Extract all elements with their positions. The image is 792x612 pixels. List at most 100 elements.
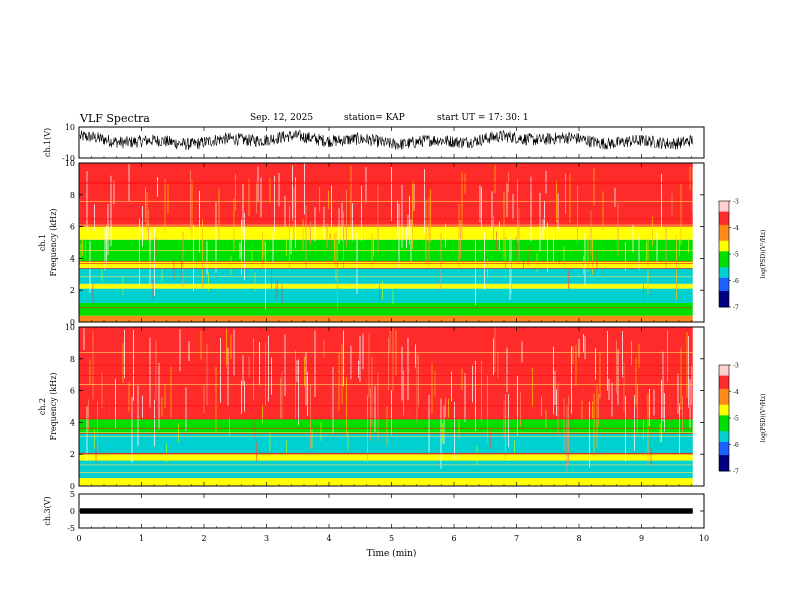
- ch1-streak: [481, 187, 482, 233]
- ch2-streak: [371, 356, 373, 426]
- ch2-streak: [280, 377, 281, 419]
- ch1-colorbar-cell: [719, 285, 729, 289]
- time-tick-label: 1: [139, 534, 144, 543]
- ch2-colorbar-cell: [719, 370, 729, 374]
- ch1-colorbar-tick-label: -4: [733, 225, 739, 232]
- ch2-streak: [242, 355, 244, 386]
- ch2-streak: [643, 419, 644, 440]
- ch2-streak: [679, 403, 680, 454]
- ch2-hline: [79, 418, 693, 420]
- ch2-streak: [310, 384, 311, 450]
- ch2-streak: [109, 397, 110, 417]
- ch2-streak: [680, 347, 682, 410]
- ch2-streak: [305, 351, 307, 406]
- ch2-streak: [101, 372, 103, 408]
- ch1-streak: [493, 215, 494, 240]
- ch2-hline: [79, 364, 693, 366]
- ch1-streak: [230, 255, 232, 275]
- ch2-colorbar-cell: [719, 378, 729, 382]
- ch1-streak: [553, 232, 554, 263]
- ch2-band-3: [79, 433, 693, 455]
- ch1-streak: [577, 185, 578, 244]
- ch1-streak: [272, 234, 274, 265]
- ch2-colorbar-cell: [719, 391, 729, 395]
- ch1-streak: [461, 172, 463, 240]
- ch2-freq-tick-label: 6: [70, 387, 75, 396]
- ch2-colorbar-cell: [719, 468, 729, 472]
- ch2-colorbar-cell: [719, 407, 729, 411]
- ch1-streak: [392, 284, 394, 304]
- ch1-streak: [499, 221, 500, 250]
- ch1-waveform-line: [79, 129, 693, 151]
- ch2-streak: [359, 336, 361, 382]
- ch1-streak: [430, 189, 431, 242]
- ch1-streak: [341, 202, 343, 241]
- ch2-streak: [595, 348, 596, 380]
- ch2-streak: [461, 368, 463, 390]
- ch1-streak: [632, 224, 634, 253]
- ch2-streak: [377, 372, 379, 442]
- time-tick-label: 6: [451, 534, 456, 543]
- ch1-streak: [563, 246, 565, 266]
- ch1-streak: [152, 280, 154, 300]
- ch2-streak: [254, 419, 256, 439]
- ch1-band-7: [79, 226, 693, 240]
- ch1-streak: [331, 185, 332, 227]
- ch2-streak: [554, 371, 556, 406]
- ch1-streak: [335, 231, 337, 282]
- ch1-streak: [305, 205, 307, 268]
- ch2-streak: [206, 343, 208, 407]
- ch2-colorbar-cell: [719, 444, 729, 448]
- ch2-streak: [521, 341, 523, 363]
- ch2-hline: [79, 435, 693, 437]
- ch1-streak: [539, 192, 541, 252]
- ch2-streak: [200, 330, 202, 360]
- ch2-streak: [505, 394, 506, 460]
- ch1-streak: [676, 235, 677, 300]
- ch2-streak: [346, 377, 347, 436]
- ch1-hline: [79, 276, 693, 278]
- ch2-colorbar-tick-label: -4: [733, 389, 739, 396]
- ch2-colorbar-cell: [719, 394, 729, 398]
- station-label: station= KAP: [344, 113, 405, 123]
- ch2-streak: [598, 394, 599, 427]
- ch1-streak: [479, 185, 481, 223]
- ch1-streak: [542, 218, 544, 240]
- ch1-streak: [397, 200, 398, 236]
- ch2-band-0: [79, 478, 693, 486]
- time-tick-label: 0: [76, 534, 81, 543]
- ch2-streak: [434, 371, 436, 397]
- ch1-colorbar-cell: [719, 232, 729, 236]
- ch1-streak: [568, 269, 569, 289]
- ch2-streak: [268, 335, 269, 402]
- ch1-streak: [410, 219, 412, 262]
- time-tick-label: 5: [389, 534, 394, 543]
- ch1-streak: [338, 208, 340, 244]
- ch1-freq-ylabel: Frequency (kHz): [49, 208, 58, 276]
- ch1-streak: [428, 197, 430, 266]
- ch2-streak: [158, 362, 160, 430]
- ch1-streak: [107, 204, 109, 256]
- ch1-streak: [536, 252, 538, 272]
- time-tick-label: 10: [699, 534, 709, 543]
- ch1-hline: [79, 268, 693, 269]
- ch2-colorbar-cell: [719, 399, 729, 403]
- ch2-streak: [443, 404, 445, 445]
- ch1-colorbar-cell: [719, 203, 729, 207]
- ch1-streak: [643, 283, 644, 303]
- ch1-hline: [79, 218, 693, 220]
- ch2-colorbar-cell: [719, 425, 729, 430]
- date-label: Sep. 12, 2025: [250, 113, 314, 123]
- ch1-band-4: [79, 267, 693, 284]
- ch1-streak: [565, 173, 566, 214]
- ch1-streak: [155, 237, 157, 257]
- ch1-streak: [199, 191, 200, 253]
- ch2-streak: [358, 360, 359, 378]
- ch3-wave-tick-label: 0: [70, 507, 75, 516]
- ch1-streak: [382, 280, 383, 300]
- ch1-colorbar-cell: [719, 254, 729, 258]
- ch1-colorbar-cell: [719, 243, 729, 247]
- ch2-streak: [667, 329, 668, 383]
- ch2-colorbar-tick-label: -6: [733, 442, 739, 449]
